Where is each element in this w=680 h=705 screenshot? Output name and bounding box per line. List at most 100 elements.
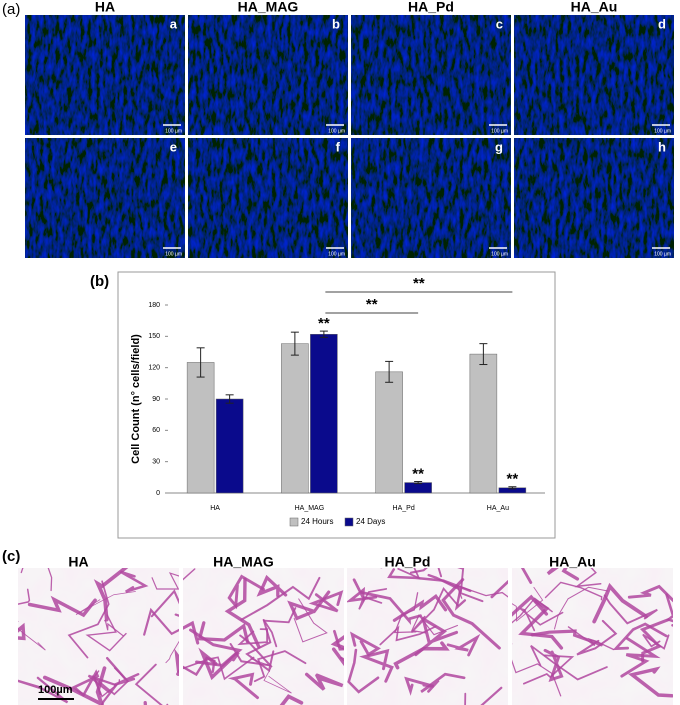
bar (469, 353, 498, 494)
tissue-strand (18, 622, 26, 641)
x-tick-label: HA_Au (487, 505, 509, 512)
y-tick-label: 0 (156, 490, 160, 497)
tissue-strand (67, 580, 110, 659)
tissue-strand (358, 588, 388, 610)
tissue-strand (18, 620, 46, 651)
tissue-strand (411, 614, 458, 636)
tissue-strand (603, 594, 658, 625)
bar (375, 371, 403, 494)
error-bar (319, 330, 328, 338)
micrograph-texture (25, 15, 185, 135)
tissue-strand (627, 584, 673, 603)
tissue-strand (359, 648, 394, 683)
tissue-strand (183, 620, 200, 645)
x-tick-label: HA_Pd (393, 505, 415, 512)
legend-swatch (289, 517, 299, 527)
panel-label: (b) (90, 273, 109, 290)
micrograph-texture (514, 15, 674, 135)
bar (215, 398, 244, 494)
tissue-strand (546, 568, 580, 581)
column-title: HA_Au (571, 0, 618, 15)
image-letter: f (336, 139, 341, 154)
tissue-strand (639, 618, 670, 663)
tissue-strand (198, 647, 240, 681)
tissue-strand (480, 686, 503, 705)
bar (404, 482, 432, 494)
scale-bar-label: 100 µm (328, 251, 345, 257)
tissue-strand (134, 663, 169, 705)
tissue-strand (174, 648, 179, 673)
chart: 0 30 60 90 120 150 180 Cell Count (n° cells/fie… (130, 275, 545, 527)
tissue-network (347, 568, 508, 705)
tissue-strand (612, 622, 668, 651)
micrograph-texture (188, 138, 348, 258)
scale-bar-label: 100 µm (491, 128, 508, 134)
tissue-strand (85, 614, 127, 652)
tissue-strand (530, 629, 603, 647)
y-axis-label: Cell Count (n° cells/field) (130, 334, 142, 464)
legend-swatch (344, 517, 354, 527)
bar (281, 343, 309, 494)
scale-bar-label: 100 µm (654, 128, 671, 134)
tissue-strand (512, 659, 562, 697)
tissue-network (18, 568, 179, 705)
tissue-strand (387, 568, 472, 593)
column-title: HA (68, 554, 88, 570)
scale-bar-label: 100 µm (165, 128, 182, 134)
tissue-strand (287, 590, 331, 621)
tissue-strand (75, 591, 136, 615)
scale-bar-label: 100 µm (165, 251, 182, 257)
tissue-strand (165, 640, 179, 664)
tissue-strand (518, 599, 564, 650)
tissue-strand (227, 672, 259, 700)
tissue-strand (544, 581, 603, 601)
tissue-strand (227, 574, 265, 610)
micrograph-texture (188, 15, 348, 135)
error-bar (479, 343, 488, 366)
tissue-strand (93, 568, 129, 622)
x-tick-label: HA (210, 505, 220, 512)
tissue-strand (554, 586, 609, 630)
y-tick-label: 60 (152, 427, 160, 434)
image-letter: c (496, 16, 503, 31)
error-bar (225, 394, 234, 404)
image-letter: d (658, 16, 666, 31)
tissue-strand (240, 576, 321, 621)
bar (186, 362, 215, 494)
panel-label: (a) (2, 1, 20, 18)
error-bar (290, 331, 299, 356)
tissue-strand (256, 574, 288, 598)
tissue-strand (237, 628, 268, 646)
tissue-strand (393, 641, 450, 670)
micrograph-texture (351, 138, 511, 258)
tissue-strand (446, 633, 481, 657)
significance-mark: ** (413, 275, 425, 292)
tissue-strand (27, 595, 97, 618)
column-title: HA (95, 0, 115, 15)
tissue-strand (380, 568, 421, 580)
tissue-strand (262, 607, 297, 648)
scale-bar-label: 100 µm (491, 251, 508, 257)
column-title: HA_Pd (408, 0, 454, 15)
tissue-strand (305, 672, 344, 691)
y-tick-label: 180 (148, 302, 160, 309)
image-letter: a (170, 16, 178, 31)
tissue-strand (150, 589, 179, 618)
image-letter: g (495, 139, 503, 154)
tissue-strand (409, 568, 428, 574)
tissue-strand (392, 593, 448, 622)
tissue-strand (308, 590, 344, 613)
tissue-strand (642, 633, 670, 650)
tissue-strand (350, 631, 381, 657)
tissue-strand (420, 672, 466, 694)
panel-c: HA HA_MAG HA_Pd HA_Au 100µm (18, 554, 673, 705)
tissue-network (183, 568, 344, 705)
tissue-strand (592, 582, 648, 624)
significance-mark: ** (412, 465, 424, 482)
tissue-strand (512, 597, 554, 624)
bar (310, 333, 338, 494)
legend-label: 24 Days (356, 517, 385, 526)
